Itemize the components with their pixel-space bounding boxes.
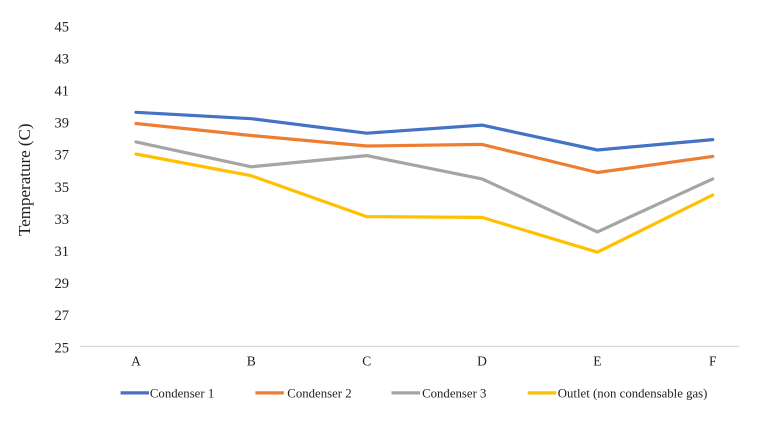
svg-text:33: 33 <box>55 212 70 228</box>
svg-text:35: 35 <box>55 180 70 196</box>
svg-text:43: 43 <box>55 51 70 67</box>
svg-text:B: B <box>247 354 256 369</box>
svg-text:Outlet (non condensable gas): Outlet (non condensable gas) <box>558 387 708 401</box>
svg-text:C: C <box>362 354 371 369</box>
svg-text:25: 25 <box>55 340 70 356</box>
svg-text:37: 37 <box>55 148 70 164</box>
svg-text:Condenser 3: Condenser 3 <box>422 387 486 401</box>
svg-text:29: 29 <box>55 276 70 292</box>
svg-text:39: 39 <box>55 116 70 132</box>
svg-text:41: 41 <box>55 84 70 100</box>
svg-text:Temperature (C): Temperature (C) <box>15 123 34 236</box>
svg-text:27: 27 <box>55 308 70 324</box>
svg-text:A: A <box>131 354 141 369</box>
svg-text:Condenser 1: Condenser 1 <box>150 387 214 401</box>
svg-text:D: D <box>477 354 487 369</box>
svg-text:Condenser 2: Condenser 2 <box>287 387 351 401</box>
svg-text:45: 45 <box>55 19 70 35</box>
svg-text:E: E <box>593 354 601 369</box>
svg-text:31: 31 <box>55 244 70 260</box>
svg-text:F: F <box>709 354 717 369</box>
